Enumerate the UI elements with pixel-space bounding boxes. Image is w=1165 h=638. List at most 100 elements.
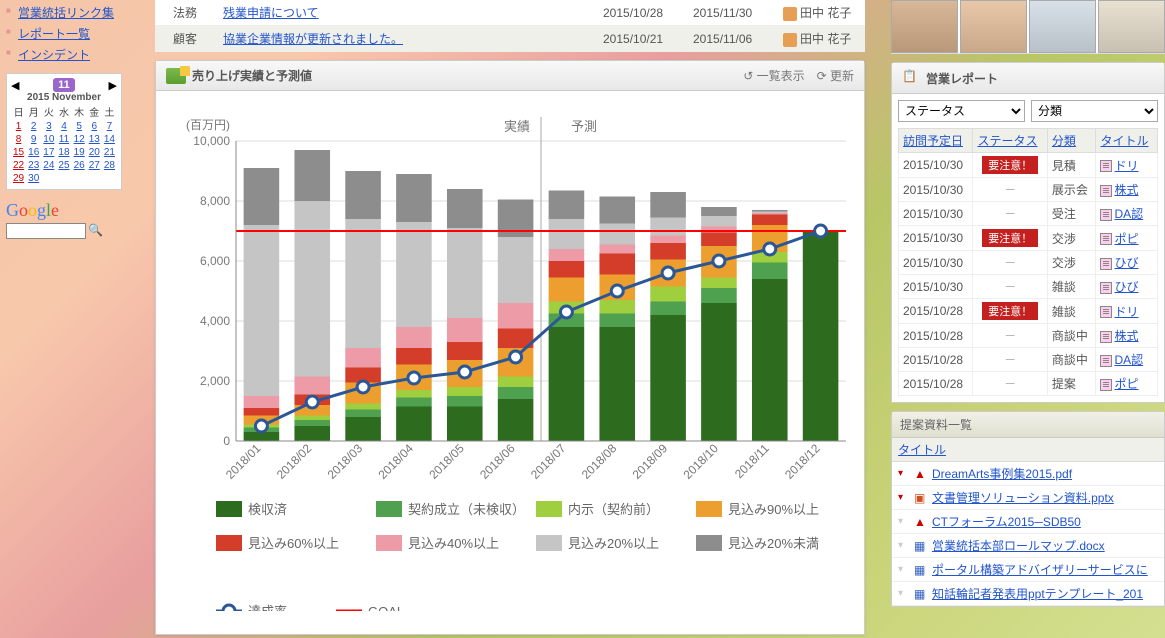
cal-day[interactable]: 4 (61, 121, 67, 132)
report-title-link[interactable]: ポピ (1114, 232, 1138, 246)
sidebar-link[interactable]: 営業統括リンク集 (18, 6, 114, 20)
cal-prev[interactable]: ◀ (11, 79, 19, 92)
report-title-link[interactable]: ドリ (1114, 305, 1138, 319)
report-title-link[interactable]: ひび (1114, 256, 1138, 270)
cal-day[interactable]: 20 (89, 147, 100, 158)
svg-text:2018/09: 2018/09 (630, 441, 671, 482)
cal-day[interactable]: 21 (104, 147, 115, 158)
category-filter-select[interactable]: 分類 (1031, 100, 1158, 122)
cal-day[interactable]: 15 (13, 147, 24, 158)
cal-day[interactable]: 17 (43, 147, 54, 158)
doc-icon (1100, 282, 1112, 294)
cal-day[interactable]: 5 (76, 121, 82, 132)
doc-link[interactable]: CTフォーラム2015─SDB50 (932, 513, 1081, 530)
cal-day[interactable]: 14 (104, 134, 115, 145)
notice-link[interactable]: 協業企業情報が更新されました。 (223, 32, 403, 46)
cal-day[interactable]: 22 (13, 160, 24, 171)
sidebar-link[interactable]: インシデント (18, 48, 90, 62)
cal-day[interactable]: 2 (31, 121, 37, 132)
cal-day[interactable]: 6 (91, 121, 97, 132)
status-dash: － (977, 254, 1042, 271)
doc-row[interactable]: ▾▲DreamArts事例集2015.pdf (892, 462, 1164, 486)
svg-text:内示（契約前）: 内示（契約前） (568, 502, 659, 517)
notice-link[interactable]: 残業申請について (223, 6, 319, 20)
cal-day[interactable]: 8 (16, 134, 22, 145)
cal-day[interactable]: 23 (28, 160, 39, 171)
cal-day[interactable]: 26 (74, 160, 85, 171)
doc-link[interactable]: 知話輪記者発表用pptテンプレート_201 (932, 585, 1143, 602)
cal-day[interactable]: 27 (89, 160, 100, 171)
report-row[interactable]: 2015/10/28－提案ポピ (899, 372, 1158, 396)
flag-icon: ▾ (898, 564, 910, 575)
doc-link[interactable]: DreamArts事例集2015.pdf (932, 465, 1072, 482)
report-table: 訪問予定日ステータス分類タイトル2015/10/30要注意！見積ドリ2015/1… (898, 128, 1158, 396)
doc-link[interactable]: 営業統括本部ロールマップ.docx (932, 537, 1105, 554)
doc-link[interactable]: ポータル構築アドバイザリーサービスに (932, 561, 1148, 578)
cal-day[interactable]: 12 (74, 134, 85, 145)
cal-next[interactable]: ▶ (109, 79, 117, 92)
thumbnail[interactable] (960, 0, 1027, 53)
svg-text:見込み20%未満: 見込み20%未満 (728, 536, 819, 551)
report-title-link[interactable]: ひび (1114, 280, 1138, 294)
report-row[interactable]: 2015/10/30要注意！見積ドリ (899, 153, 1158, 178)
report-panel-title: 営業レポート (926, 70, 998, 87)
cal-day[interactable]: 16 (28, 147, 39, 158)
report-row[interactable]: 2015/10/30－展示会株式 (899, 178, 1158, 202)
cal-day[interactable]: 28 (104, 160, 115, 171)
pdf-icon: ▲ (914, 515, 928, 529)
search-icon[interactable]: 🔍 (88, 223, 104, 239)
cal-day[interactable]: 7 (107, 121, 113, 132)
doc-row[interactable]: ▾▲CTフォーラム2015─SDB50 (892, 510, 1164, 534)
cal-day[interactable]: 30 (28, 173, 39, 184)
docs-col-header[interactable]: タイトル (898, 443, 946, 457)
cal-day[interactable]: 1 (16, 121, 22, 132)
svg-text:6,000: 6,000 (200, 254, 230, 268)
report-row[interactable]: 2015/10/30－雑談ひび (899, 275, 1158, 299)
report-title-link[interactable]: ポピ (1114, 377, 1138, 391)
cal-day[interactable]: 18 (58, 147, 69, 158)
thumbnail[interactable] (891, 0, 958, 53)
thumbnail[interactable] (1029, 0, 1096, 53)
cal-day[interactable]: 29 (13, 173, 24, 184)
cal-day[interactable]: 10 (43, 134, 54, 145)
svg-text:GOAL: GOAL (368, 604, 404, 611)
report-title-link[interactable]: DA認 (1114, 353, 1143, 367)
cal-day[interactable]: 9 (31, 134, 37, 145)
cal-day[interactable]: 25 (58, 160, 69, 171)
docs-panel: 提案資料一覧 タイトル ▾▲DreamArts事例集2015.pdf▾▣文書管理… (891, 411, 1165, 607)
cal-day[interactable]: 19 (74, 147, 85, 158)
sidebar-link[interactable]: レポート一覧 (18, 27, 90, 41)
report-row[interactable]: 2015/10/30要注意！交渉ポピ (899, 226, 1158, 251)
doc-icon: ▦ (914, 539, 928, 553)
doc-row[interactable]: ▾▣文書管理ソリューション資料.pptx (892, 486, 1164, 510)
svg-text:8,000: 8,000 (200, 194, 230, 208)
report-title-link[interactable]: ドリ (1114, 159, 1138, 173)
pdf-icon: ▲ (914, 467, 928, 481)
report-col-header[interactable]: タイトル (1096, 129, 1158, 153)
status-filter-select[interactable]: ステータス (898, 100, 1025, 122)
report-title-link[interactable]: 株式 (1114, 183, 1138, 197)
report-row[interactable]: 2015/10/28－商談中DA認 (899, 348, 1158, 372)
doc-link[interactable]: 文書管理ソリューション資料.pptx (932, 489, 1114, 506)
chart-list-button[interactable]: ↺ 一覧表示 (743, 67, 804, 84)
report-col-header[interactable]: ステータス (973, 129, 1047, 153)
google-search-input[interactable] (6, 223, 86, 239)
report-row[interactable]: 2015/10/28要注意！雑談ドリ (899, 299, 1158, 324)
report-row[interactable]: 2015/10/30－交渉ひび (899, 251, 1158, 275)
report-title-link[interactable]: DA認 (1114, 207, 1143, 221)
doc-row[interactable]: ▾▦知話輪記者発表用pptテンプレート_201 (892, 582, 1164, 606)
cal-day[interactable]: 24 (43, 160, 54, 171)
doc-row[interactable]: ▾▦ポータル構築アドバイザリーサービスに (892, 558, 1164, 582)
report-row[interactable]: 2015/10/30－受注DA認 (899, 202, 1158, 226)
report-title-link[interactable]: 株式 (1114, 329, 1138, 343)
cal-day[interactable]: 3 (46, 121, 52, 132)
report-col-header[interactable]: 訪問予定日 (899, 129, 973, 153)
doc-row[interactable]: ▾▦営業統括本部ロールマップ.docx (892, 534, 1164, 558)
thumbnail[interactable] (1098, 0, 1165, 53)
report-row[interactable]: 2015/10/28－商談中株式 (899, 324, 1158, 348)
cal-month-label: 2015 November (11, 92, 117, 103)
report-col-header[interactable]: 分類 (1047, 129, 1096, 153)
cal-day[interactable]: 13 (89, 134, 100, 145)
cal-day[interactable]: 11 (59, 134, 69, 145)
chart-refresh-button[interactable]: ⟳ 更新 (817, 67, 854, 84)
